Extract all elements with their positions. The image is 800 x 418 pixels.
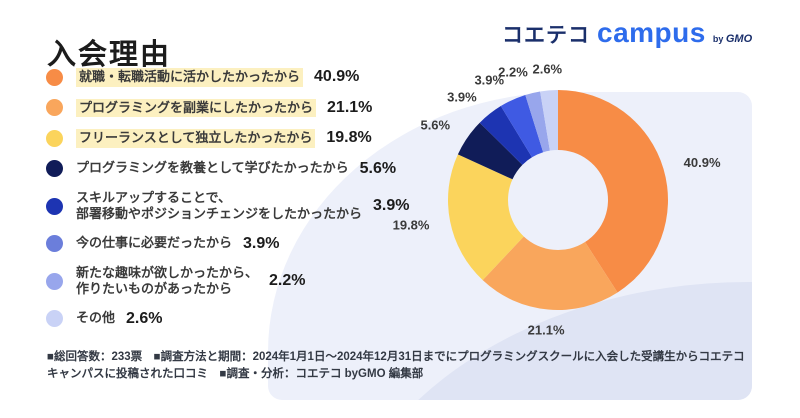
legend-item-label: 今の仕事に必要だったから xyxy=(76,235,233,251)
donut-slice xyxy=(558,90,668,293)
legend-item-value: 2.6% xyxy=(126,309,163,327)
legend-item-value: 5.6% xyxy=(359,159,397,177)
legend-item-label: 新たな趣味が欲しかったから、 作りたいものがあったから xyxy=(76,264,259,297)
legend-item-value: 40.9% xyxy=(314,68,360,86)
legend-color-dot xyxy=(46,129,63,147)
legend-item-label: プログラミングを副業にしたかったから xyxy=(76,98,317,117)
survey-notes-line2: キャンパスに投稿された口コミ ■調査・分析：コエテコ byGMO 編集部 xyxy=(47,367,424,380)
legend-item: プログラミングを副業にしたかったから 21.1% xyxy=(46,98,411,117)
logo-campus-text: campus xyxy=(597,17,706,48)
donut-slice xyxy=(479,106,533,165)
donut-slice xyxy=(540,90,558,151)
page-title: 入会理由 xyxy=(47,39,172,72)
donut-slice xyxy=(448,154,524,281)
legend-color-dot xyxy=(46,197,63,215)
legend-item-label: その他 xyxy=(76,310,116,326)
survey-notes: ■総回答数：233票 ■調査方法と期間：2024年1月1日〜2024年12月31… xyxy=(47,349,753,382)
logo-by-text: by GMO xyxy=(712,33,753,45)
slice-label: 2.6% xyxy=(532,61,562,76)
slice-label: 3.9% xyxy=(447,89,477,104)
legend-color-dot xyxy=(46,68,63,86)
slice-label: 21.1% xyxy=(528,322,565,337)
legend-color-dot xyxy=(46,272,63,290)
survey-notes-line1: ■総回答数：233票 ■調査方法と期間：2024年1月1日〜2024年12月31… xyxy=(47,351,745,363)
legend-item-value: 2.2% xyxy=(269,272,306,289)
slice-label: 19.8% xyxy=(393,217,430,232)
legend-item: 今の仕事に必要だったから 3.9% xyxy=(46,235,411,253)
legend-color-dot xyxy=(46,160,63,177)
logo-gmo-text: GMO xyxy=(725,33,753,45)
slice-label: 40.9% xyxy=(684,155,721,170)
legend-item-value: 3.9% xyxy=(243,234,280,252)
slice-label: 3.9% xyxy=(474,73,504,88)
legend-item-label: フリーランスとして独立したかったから xyxy=(76,129,316,148)
donut-chart: 40.9%21.1%19.8%5.6%3.9%3.9%2.2% 2.6% xyxy=(393,61,721,337)
legend-item: フリーランスとして独立したかったから 19.8% xyxy=(46,129,411,148)
legend-item-value: 3.9% xyxy=(373,197,410,214)
legend-color-dot xyxy=(46,310,63,327)
legend-item: その他 2.6% xyxy=(46,310,411,328)
legend-color-dot xyxy=(46,235,63,252)
legend-item-label: スキルアップすることで、 部署移動やポジションチェンジをしたかったから xyxy=(76,189,363,222)
legend-item: 新たな趣味が欲しかったから、 作りたいものがあったから 2.2% xyxy=(46,265,411,298)
slice-label: 5.6% xyxy=(420,118,450,133)
legend-item: スキルアップすることで、 部署移動やポジションチェンジをしたかったから 3.9% xyxy=(46,190,411,223)
legend-item-value: 19.8% xyxy=(326,129,372,147)
legend: 就職・転職活動に活かしたかったから 40.9% プログラミングを副業にしたかったから… xyxy=(46,68,411,328)
legend-item-value: 21.1% xyxy=(327,98,373,116)
donut-slice xyxy=(525,91,550,153)
legend-color-dot xyxy=(46,99,63,117)
legend-item: プログラミングを教養として学びたかったから 5.6% xyxy=(46,160,411,178)
slice-label: 2.2% xyxy=(498,65,528,80)
donut-slice xyxy=(457,122,523,180)
donut-slice xyxy=(500,94,544,158)
legend-item-label: 就職・転職活動に活かしたかったから xyxy=(76,68,304,87)
legend-item: 就職・転職活動に活かしたかったから 40.9% xyxy=(46,68,411,87)
legend-item-label: プログラミングを教養として学びたかったから xyxy=(76,160,349,176)
donut-slice xyxy=(482,236,618,310)
logo-koeteco-text: コエテコ xyxy=(502,24,590,47)
koeteco-campus-logo: コエテコ campus by GMO xyxy=(502,19,752,49)
